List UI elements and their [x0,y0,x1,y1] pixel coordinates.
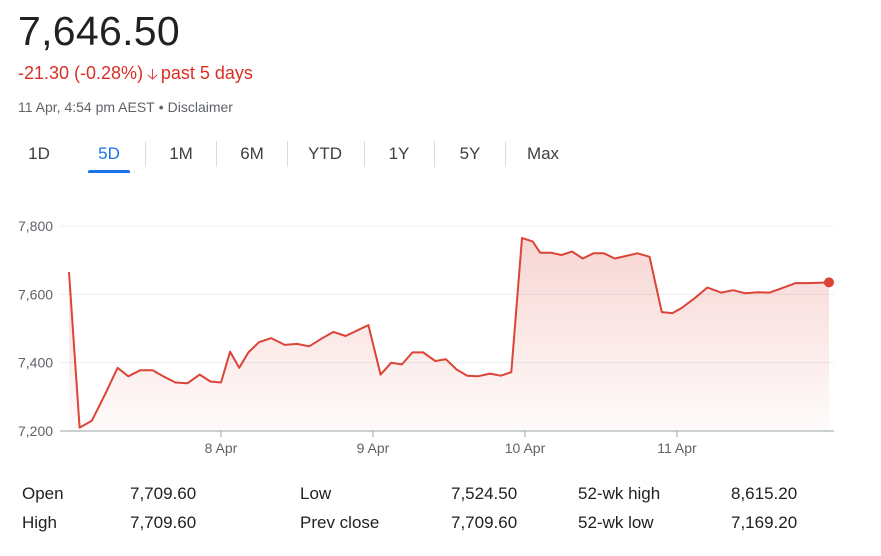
tab-divider [505,141,506,167]
tab-divider [216,141,217,167]
change-period: past 5 days [160,63,253,83]
tab-divider [287,141,288,167]
stats-row: Open 7,709.60 Low 7,524.50 52-wk high 8,… [0,484,881,510]
stat-label-52wk-low: 52-wk low [578,513,654,532]
stat-value-52wk-low: 7,169.20 [731,513,798,532]
quote-meta: 11 Apr, 4:54 pm AEST • Disclaimer [18,99,233,115]
tab-1d[interactable]: 1D [28,144,50,163]
tab-1y[interactable]: 1Y [388,144,410,163]
x-axis-labels: 8 Apr 9 Apr 10 Apr 11 Apr [205,431,697,456]
tab-6m[interactable]: 6M [240,144,264,163]
disclaimer-link[interactable]: Disclaimer [167,99,233,115]
tab-ytd[interactable]: YTD [308,144,342,163]
price-chart[interactable]: 7,800 7,600 7,400 7,200 8 Apr 9 Apr 10 Apr 11 … [0,200,881,465]
stat-value-open: 7,709.60 [130,484,197,503]
stat-label-52wk-high: 52-wk high [578,484,661,503]
separator-dot: • [158,99,164,115]
tab-divider [364,141,365,167]
x-tick-label: 8 Apr [205,440,238,456]
tab-divider [434,141,435,167]
y-tick-label: 7,800 [18,218,53,234]
y-tick-label: 7,600 [18,286,53,302]
tab-5y[interactable]: 5Y [459,144,481,163]
stat-value-low: 7,524.50 [451,484,518,503]
x-tick-label: 11 Apr [657,440,697,456]
tab-5d[interactable]: 5D [88,139,130,173]
arrow-down-icon: 🡣 [147,66,158,83]
stat-value-high: 7,709.60 [130,513,197,532]
y-tick-label: 7,200 [18,423,53,439]
x-tick-label: 10 Apr [505,440,546,456]
price-area [69,238,829,431]
stat-label-prev-close: Prev close [300,513,380,532]
stats-row: High 7,709.60 Prev close 7,709.60 52-wk … [0,513,881,539]
tab-max[interactable]: Max [526,144,560,163]
stat-value-prev-close: 7,709.60 [451,513,518,532]
y-axis-labels: 7,800 7,600 7,400 7,200 [18,218,53,439]
y-tick-label: 7,400 [18,355,53,371]
stat-label-high: High [22,513,57,532]
stat-label-low: Low [300,484,332,503]
stat-label-open: Open [22,484,64,503]
change-value: -21.30 (-0.28%) [18,63,144,83]
price-change: -21.30 (-0.28%) 🡣 past 5 days [18,63,253,89]
tab-divider [145,141,146,167]
tab-1m[interactable]: 1M [169,144,193,163]
current-price: 7,646.50 [18,8,180,54]
x-tick-label: 9 Apr [357,440,390,456]
price-line [68,237,830,429]
last-price-marker [824,277,834,288]
range-tabs: 1D 5D 1M 6M YTD 1Y 5Y Max [0,139,881,175]
stat-value-52wk-high: 8,615.20 [731,484,798,503]
timestamp: 11 Apr, 4:54 pm AEST [18,99,155,115]
